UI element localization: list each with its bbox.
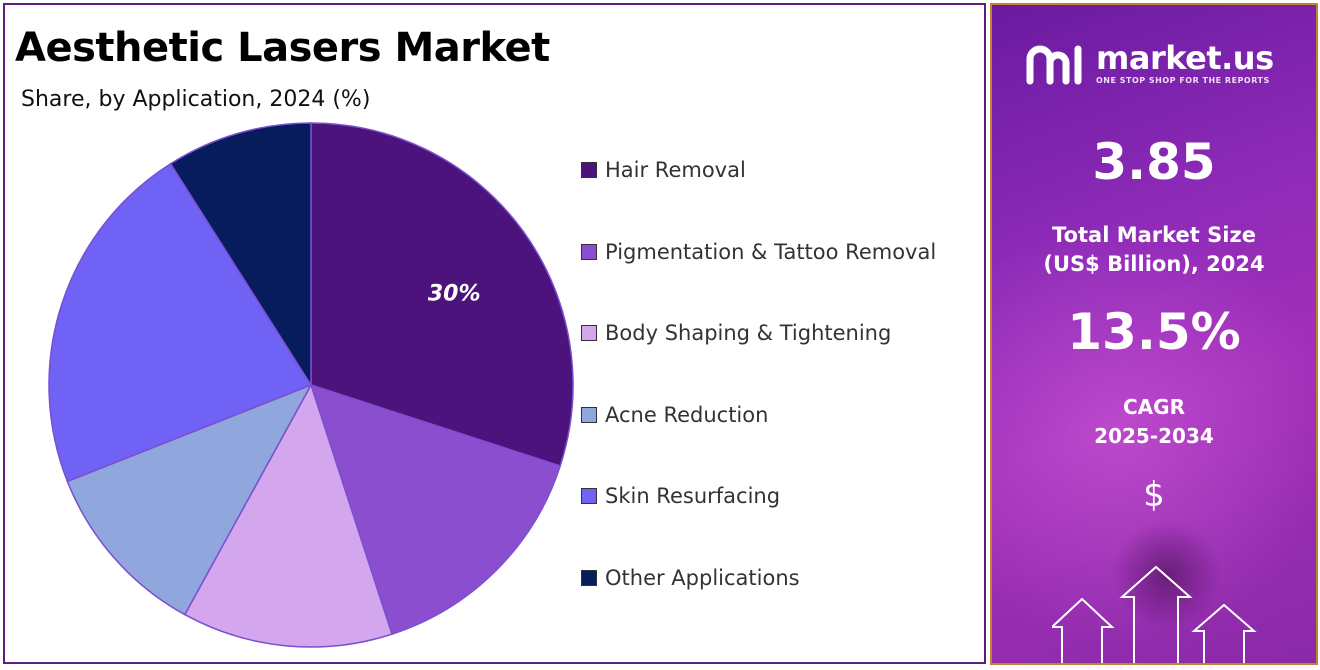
growth-arrows-icon [1052,565,1257,663]
pie-slice-hair-removal [310,122,574,467]
pie-chart: 30% [48,122,574,648]
market-size-label-line1: Total Market Size [1052,223,1256,247]
chart-subtitle: Share, by Application, 2024 (%) [21,87,371,112]
legend-swatch-acne-reduction [581,406,597,423]
pie-slice-skin-resurfacing [48,162,313,483]
market-size-label-line2: (US$ Billion), 2024 [1043,252,1265,276]
cagr-label-line2: 2025-2034 [1094,424,1214,448]
legend-item-skin-resurfacing: Skin Resurfacing [581,481,780,511]
data-label-hair-removal: 30% [428,282,481,307]
legend-label-acne-reduction: Acne Reduction [605,402,769,427]
logo-tagline: ONE STOP SHOP FOR THE REPORTS [1096,75,1270,85]
legend-swatch-other-applications [581,570,597,586]
legend-item-other-applications: Other Applications [581,563,800,593]
background-coffee-cup [1112,520,1222,630]
legend-label-hair-removal: Hair Removal [605,158,746,182]
legend-label-skin-resurfacing: Skin Resurfacing [605,484,781,509]
legend-swatch-skin-resurfacing [581,488,597,505]
pie-slice-pigmentation-and-tattoo-removal [309,383,562,636]
chart-title: Aesthetic Lasers Market [15,25,550,71]
legend-item-body-shaping-and-tightening: Body Shaping & Tightening [581,318,891,348]
cagr-label: CAGR 2025-2034 [992,393,1316,451]
cagr-value: 13.5% [1067,303,1241,361]
pie-slice-body-shaping-and-tightening [183,383,393,648]
market-size-value: 3.85 [1092,133,1216,191]
market-size-label: Total Market Size (US$ Billion), 2024 [992,221,1316,279]
legend-label-pigmentation-and-tattoo-removal: Pigmentation & Tattoo Removal [605,239,937,264]
legend-swatch-pigmentation-and-tattoo-removal [581,243,597,260]
dollar-icon: $ [1143,475,1165,515]
pie-slice-acne-reduction [66,383,313,616]
legend-label-body-shaping-and-tightening: Body Shaping & Tightening [605,321,892,346]
logo-name: market.us [1096,38,1274,77]
chart-panel: Aesthetic Lasers Market Share, by Applic… [3,3,986,664]
summary-panel: market.us ONE STOP SHOP FOR THE REPORTS … [990,3,1318,665]
market-us-logo-icon [1026,45,1082,85]
legend-item-acne-reduction: Acne Reduction [581,400,768,430]
pie-slice-other-applications [169,122,312,388]
legend-swatch-hair-removal [581,162,597,178]
legend-item-hair-removal: Hair Removal [581,155,746,185]
cagr-label-line1: CAGR [1123,395,1185,419]
brand-logo: market.us ONE STOP SHOP FOR THE REPORTS [1024,41,1274,85]
legend-item-pigmentation-and-tattoo-removal: Pigmentation & Tattoo Removal [581,237,936,267]
legend-swatch-body-shaping-and-tightening [581,325,597,342]
legend-label-other-applications: Other Applications [605,566,800,590]
